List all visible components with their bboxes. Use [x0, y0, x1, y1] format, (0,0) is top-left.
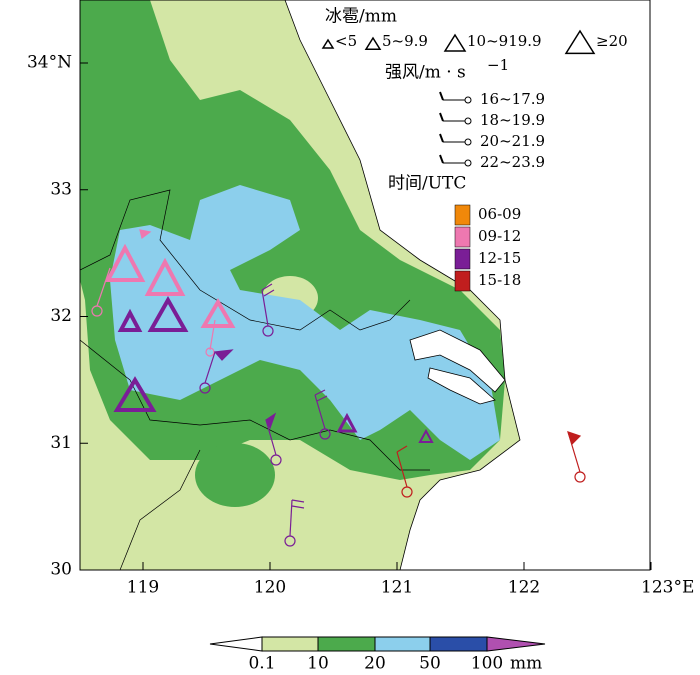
wind-legend-station [464, 159, 472, 167]
boundary [80, 189, 411, 331]
hail-triangle [104, 243, 146, 282]
time-legend-label: 12-15 [478, 249, 521, 267]
map-area [80, 0, 650, 570]
wind-legend-sup: −1 [487, 56, 509, 74]
boundary [119, 449, 201, 570]
hail-legend-symbol [443, 33, 467, 52]
wind-legend-title: 强风/m · s [385, 63, 466, 83]
x-tick-label: 120 [254, 578, 286, 598]
hail-triangle [113, 376, 157, 412]
legend: 冰雹/mm <5 5~9.9 10~919.9 ≥20 强风/m · s −1 16~17.9… [321, 7, 628, 292]
hail-legend-label: ≥20 [596, 32, 628, 50]
colorbar-label: 10 [307, 654, 329, 674]
precip-20-50 [110, 185, 500, 460]
time-legend-swatch [454, 248, 471, 270]
wind-legend-label: 22~23.9 [480, 153, 545, 171]
x-tick-label: 122 [508, 578, 540, 598]
colorbar-segment [429, 636, 488, 652]
ticks: 119 120 121 122 123°E 34°N 33 32 31 30 [27, 53, 694, 598]
hail-triangle [418, 428, 434, 443]
colorbar-segment [317, 636, 376, 652]
wind-legend-station [464, 96, 472, 104]
x-tick-label: 123°E [641, 578, 694, 598]
map-frame [79, 0, 651, 571]
wind-stations [91, 229, 586, 547]
boundary [80, 339, 430, 471]
y-tick-label: 34°N [27, 53, 72, 73]
colorbar-label: 20 [364, 654, 386, 674]
hail-legend-label: 5~9.9 [382, 32, 428, 50]
time-legend-title: 时间/UTC [388, 174, 466, 194]
time-legend-swatch [454, 270, 471, 292]
colorbar: 0.1 10 20 50 100 mm [209, 636, 546, 674]
time-legend-swatch [454, 204, 471, 226]
y-tick-label: 31 [50, 433, 72, 453]
hail-markers [104, 243, 434, 443]
y-tick-label: 30 [50, 560, 72, 580]
wind-legend-barb [439, 91, 444, 101]
hail-legend-label: 10~919.9 [467, 32, 542, 50]
colorbar-label: 50 [419, 654, 441, 674]
hail-legend-title: 冰雹/mm [325, 7, 397, 27]
hail-triangle [144, 257, 186, 296]
time-legend-swatch [454, 226, 471, 248]
hail-legend-label: <5 [335, 32, 357, 50]
wind-legend-barb [439, 112, 444, 122]
y-tick-label: 33 [50, 179, 72, 199]
wind-legend-station [464, 117, 472, 125]
hail-triangle [147, 295, 189, 332]
colorbar-segment [486, 636, 546, 652]
wind-legend-station [464, 138, 472, 146]
estuary [409, 329, 506, 393]
x-tick-label: 121 [381, 578, 413, 598]
wind-legend-label: 16~17.9 [480, 90, 545, 108]
time-legend-label: 09-12 [478, 227, 521, 245]
hail-triangle [117, 308, 143, 332]
precip-10-20 [195, 443, 275, 507]
colorbar-unit: mm [510, 654, 542, 674]
hail-triangle [200, 298, 236, 328]
colorbar-label: 0.1 [248, 654, 275, 674]
x-tick-label: 119 [127, 578, 159, 598]
colorbar-segment [261, 636, 319, 652]
time-legend-label: 06-09 [478, 205, 521, 223]
wind-legend-label: 20~21.9 [480, 132, 545, 150]
hail-triangle [336, 412, 358, 433]
time-legend-label: 15-18 [478, 271, 521, 289]
colorbar-label: 100 [471, 654, 503, 674]
hail-legend-symbol [364, 36, 382, 50]
wind-legend-barb [439, 133, 444, 143]
coastline [284, 0, 521, 570]
hail-legend-symbol [321, 38, 335, 49]
wind-legend-label: 18~19.9 [480, 111, 545, 129]
y-tick-label: 32 [50, 306, 72, 326]
colorbar-segment [209, 636, 263, 652]
island [427, 367, 496, 405]
wind-legend-barb [439, 154, 444, 164]
hail-legend-symbol [564, 29, 596, 55]
colorbar-segment [374, 636, 431, 652]
